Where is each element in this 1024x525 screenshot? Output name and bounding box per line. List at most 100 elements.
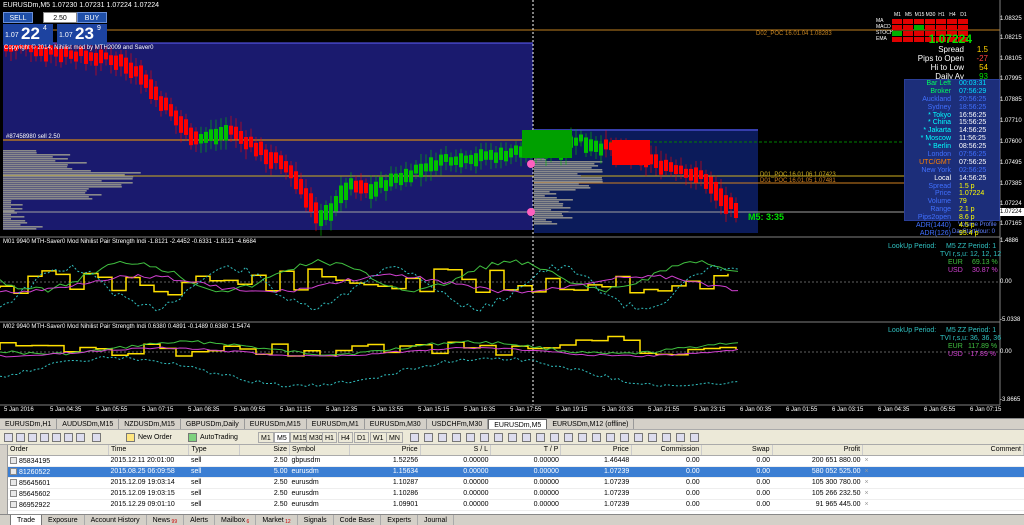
volume-profile-bar <box>3 154 71 156</box>
indicators-icon[interactable] <box>662 433 671 442</box>
market-watch-icon[interactable] <box>28 433 37 442</box>
line-chart-icon[interactable] <box>578 433 587 442</box>
cursor-icon[interactable] <box>410 433 419 442</box>
column-header[interactable]: Order <box>8 445 110 456</box>
column-header[interactable]: Swap <box>701 445 773 456</box>
chart-tab[interactable]: EURUSDm,H1 <box>0 419 58 430</box>
terminal-icon[interactable] <box>64 433 73 442</box>
order-row[interactable]: 85645601 2015.12.09 19:03:14 sell 2.50 eurus… <box>8 477 1024 489</box>
arrow-icon[interactable] <box>536 433 545 442</box>
column-header[interactable]: T / P <box>490 445 562 456</box>
column-header[interactable]: Price <box>560 445 632 456</box>
chart-tabs: EURUSDm,H1 AUDUSDm,M15 NZDUSDm,M15 GBPUSDm,… <box>0 418 1024 430</box>
terminal-tab[interactable]: Journal <box>418 515 454 525</box>
crosshair-icon[interactable] <box>424 433 433 442</box>
zoom-out-icon[interactable] <box>606 433 615 442</box>
indicator1-axis-top: 1.4886 <box>1000 238 1019 244</box>
terminal-tab[interactable]: Code Base <box>334 515 382 525</box>
terminal-tab[interactable]: Trade <box>10 515 43 525</box>
timeframe-button[interactable]: M1 <box>258 432 274 443</box>
timeframe-button[interactable]: W1 <box>370 432 387 443</box>
buy-button[interactable]: BUY <box>77 12 107 23</box>
timeframe-button[interactable]: M5 <box>274 432 290 443</box>
channel-icon[interactable] <box>480 433 489 442</box>
column-header[interactable]: Type <box>188 445 240 456</box>
vertical-line-icon[interactable] <box>438 433 447 442</box>
close-order-icon[interactable]: × <box>864 501 869 508</box>
chart-tab[interactable]: EURUSDm,M15 <box>245 419 307 430</box>
column-header[interactable]: Time <box>108 445 190 456</box>
close-order-icon[interactable]: × <box>864 479 869 486</box>
zoom-icon[interactable] <box>92 433 101 442</box>
terminal-tab[interactable]: Mailbox 6 <box>215 515 257 525</box>
chart-tab[interactable]: NZDUSDm,M15 <box>119 419 181 430</box>
column-header[interactable]: Comment <box>862 445 1024 456</box>
label-icon[interactable] <box>522 433 531 442</box>
profiles-icon[interactable] <box>16 433 25 442</box>
periods-icon[interactable] <box>676 433 685 442</box>
tile-icon[interactable] <box>620 433 629 442</box>
templates-icon[interactable] <box>690 433 699 442</box>
chart-area[interactable]: EURUSDm,M5 1.07230 1.07231 1.07224 1.072… <box>0 0 1024 418</box>
timeframe-button[interactable]: H1 <box>322 432 337 443</box>
column-header[interactable]: Price <box>349 445 421 456</box>
column-header[interactable]: S / L <box>420 445 492 456</box>
order-number: 85645602 <box>19 490 51 498</box>
order-row[interactable]: 85645602 2015.12.09 19:03:15 sell 2.50 eurus… <box>8 488 1024 500</box>
chart-tab[interactable]: EURUSDm,M12 (offline) <box>547 419 635 430</box>
shift-icon[interactable] <box>648 433 657 442</box>
column-header[interactable]: Commission <box>631 445 703 456</box>
chart-tab[interactable]: GBPUSDm,Daily <box>181 419 245 430</box>
time-axis-label: 5 Jan 11:15 <box>280 407 311 413</box>
navigator-icon[interactable] <box>52 433 61 442</box>
new-order-icon[interactable] <box>126 433 135 442</box>
sell-quote[interactable]: 1.07 22 4 <box>3 24 53 45</box>
chart-canvas[interactable] <box>0 0 1024 418</box>
sell-button[interactable]: SELL <box>3 12 33 23</box>
close-order-icon[interactable]: × <box>864 490 869 497</box>
order-row[interactable]: 81260522 2015.08.25 06:09:58 sell 5.00 eurus… <box>8 466 1024 478</box>
data-window-icon[interactable] <box>40 433 49 442</box>
terminal-tab[interactable]: Alerts <box>184 515 216 525</box>
terminal-tab[interactable]: Experts <box>381 515 419 525</box>
new-chart-icon[interactable] <box>4 433 13 442</box>
session-key: ADR(126) <box>919 229 951 237</box>
terminal-tab[interactable]: Market 12 <box>256 515 298 525</box>
timeframe-button[interactable]: D1 <box>354 432 369 443</box>
close-order-icon[interactable]: × <box>864 457 869 464</box>
trendline-icon[interactable] <box>466 433 475 442</box>
buy-quote[interactable]: 1.07 23 9 <box>57 24 107 45</box>
session-row: * Moscow 11:56:25 <box>905 135 999 143</box>
terminal-tab[interactable]: Exposure <box>42 515 85 525</box>
terminal-tab[interactable]: Signals <box>298 515 334 525</box>
terminal-side-bar[interactable] <box>0 445 8 525</box>
timeframe-button[interactable]: MN <box>386 432 403 443</box>
order-row[interactable]: 86952922 2015.12.29 09:01:10 sell 2.50 eurus… <box>8 499 1024 511</box>
chart-tab[interactable]: EURUSDm,M1 <box>307 419 365 430</box>
timeframe-button[interactable]: H4 <box>338 432 353 443</box>
chart-tab[interactable]: USDCHFm,M30 <box>427 419 489 430</box>
terminal-tab[interactable]: Account History <box>85 515 147 525</box>
chart-tab[interactable]: EURUSDm,M5 <box>488 419 548 430</box>
strategy-tester-icon[interactable] <box>76 433 85 442</box>
volume-profile-bar <box>534 209 552 211</box>
candle-chart-icon[interactable] <box>564 433 573 442</box>
column-header[interactable]: Size <box>239 445 290 456</box>
column-header[interactable]: Profit <box>772 445 864 456</box>
column-header[interactable]: Symbol <box>289 445 351 456</box>
autotrading-icon[interactable] <box>188 433 197 442</box>
fibonacci-icon[interactable] <box>494 433 503 442</box>
autotrading-button[interactable]: AutoTrading <box>200 434 238 441</box>
horizontal-line-icon[interactable] <box>452 433 461 442</box>
order-row[interactable]: 85834195 2015.12.11 20:01:00 sell 2.50 gbpus… <box>8 455 1024 467</box>
chart-tab[interactable]: EURUSDm,M30 <box>365 419 427 430</box>
bar-chart-icon[interactable] <box>550 433 559 442</box>
close-order-icon[interactable]: × <box>864 468 869 475</box>
zoom-in-icon[interactable] <box>592 433 601 442</box>
new-order-button[interactable]: New Order <box>138 434 172 441</box>
text-icon[interactable] <box>508 433 517 442</box>
autoscroll-icon[interactable] <box>634 433 643 442</box>
chart-tab[interactable]: AUDUSDm,M15 <box>57 419 120 430</box>
lot-size-input[interactable]: 2.50 <box>43 12 77 23</box>
terminal-tab[interactable]: News 99 <box>147 515 185 525</box>
